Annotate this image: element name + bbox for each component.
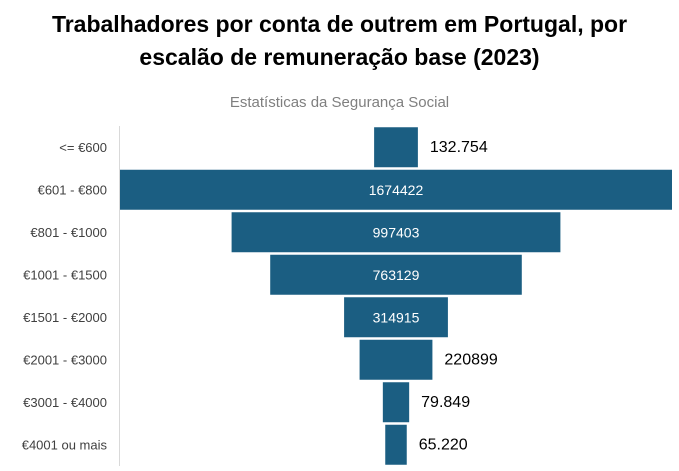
category-label: €1001 - €1500 (23, 267, 107, 282)
data-label: 132.754 (430, 139, 488, 156)
category-label: €3001 - €4000 (23, 395, 107, 410)
data-label: 220899 (444, 351, 497, 368)
category-label: €4001 ou mais (22, 437, 108, 452)
funnel-bar (231, 212, 561, 253)
funnel-bar (344, 297, 448, 338)
category-label: <= €600 (59, 140, 107, 155)
funnel-bar (270, 254, 522, 295)
funnel-bar (359, 339, 433, 380)
category-label: €601 - €800 (38, 182, 107, 197)
category-label: €2001 - €3000 (23, 352, 107, 367)
chart-title-line-1: Trabalhadores por conta de outrem em Por… (51, 11, 628, 37)
data-label: 65.220 (419, 436, 468, 453)
data-label: 763129 (373, 267, 420, 283)
data-label: 1674422 (369, 182, 424, 198)
data-label: 997403 (373, 224, 420, 240)
chart-title: Trabalhadores por conta de outrem em Por… (0, 8, 679, 74)
funnel-bar (120, 169, 672, 210)
data-label: 314915 (373, 309, 420, 325)
funnel-bar (374, 127, 418, 168)
chart-subtitle: Estatísticas da Segurança Social (229, 94, 450, 111)
data-label: 79.849 (421, 394, 470, 411)
chart-title-line-2: escalão de remuneração base (2023) (139, 44, 540, 70)
funnel-bar (382, 382, 410, 423)
funnel-bar (385, 424, 407, 465)
category-label: €1501 - €2000 (23, 310, 107, 325)
category-label: €801 - €1000 (30, 225, 107, 240)
